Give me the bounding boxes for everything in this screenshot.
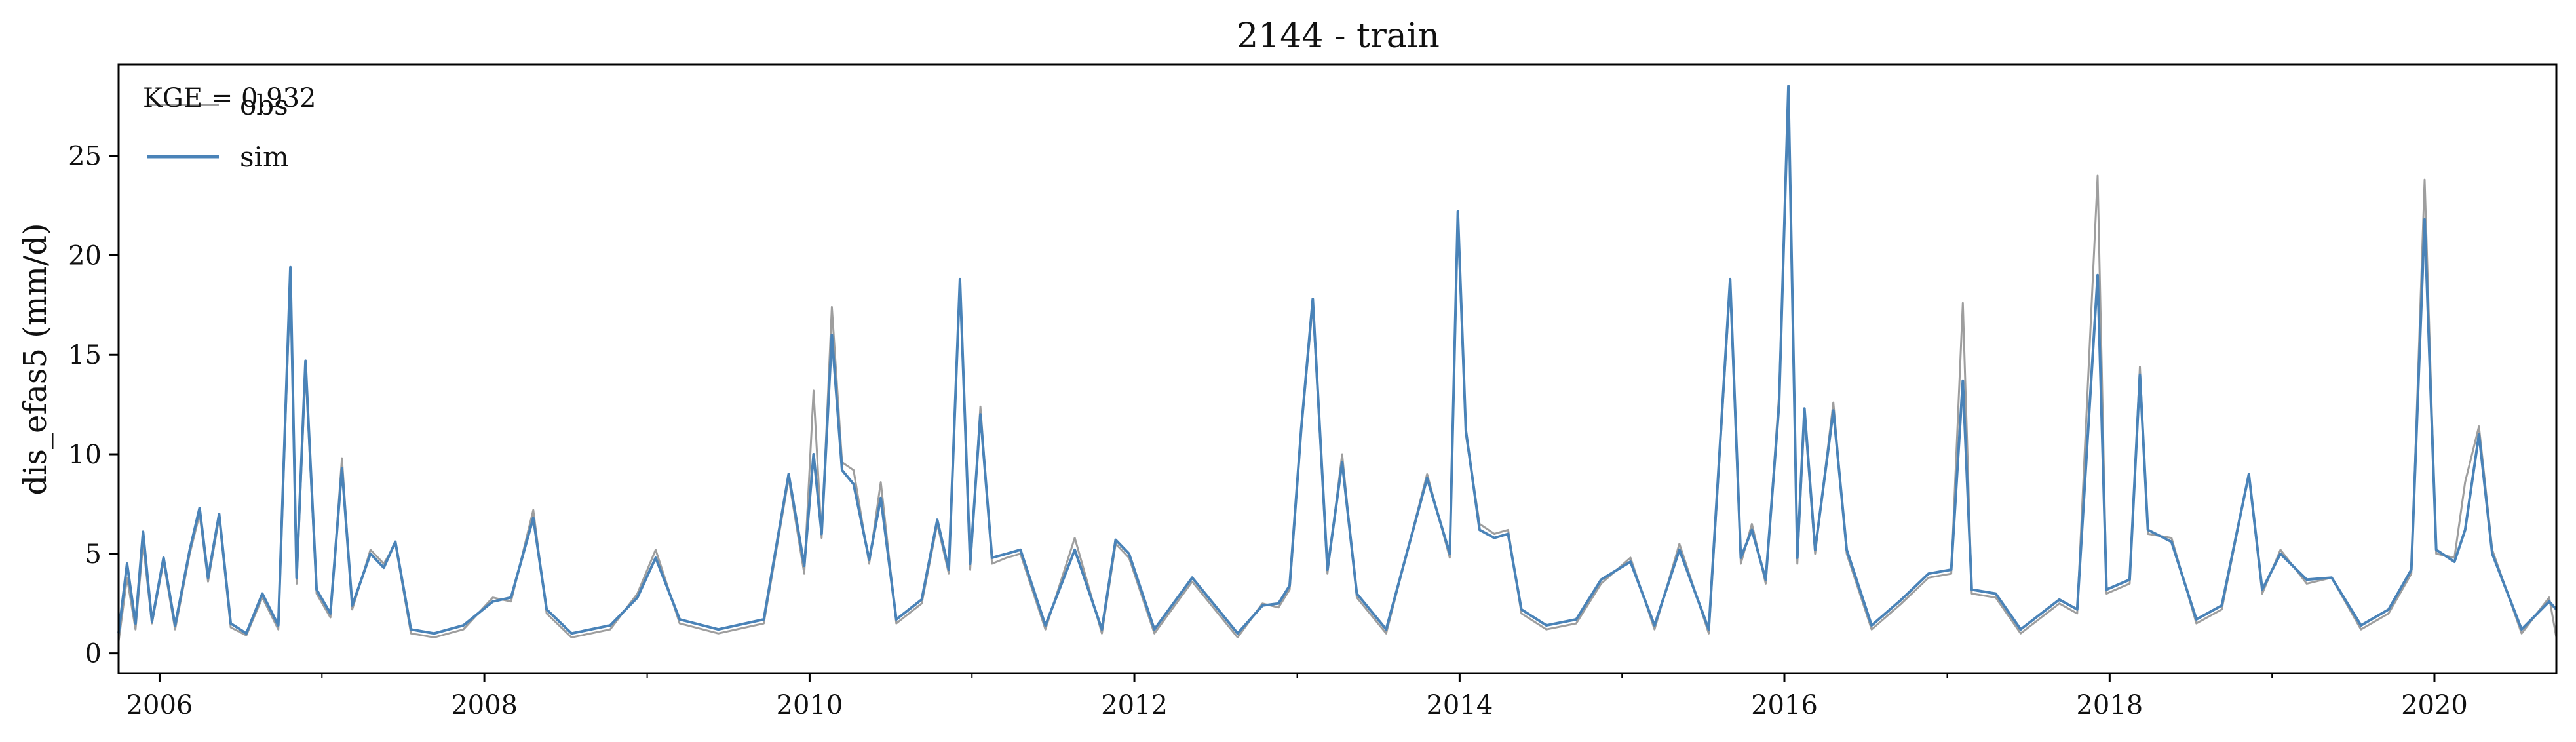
y-tick-label: 20	[68, 241, 102, 271]
y-tick-label: 5	[85, 539, 102, 570]
y-tick-label: 10	[68, 440, 102, 470]
kge-annotation: KGE = 0.932	[143, 83, 317, 113]
x-tick-label: 2010	[777, 690, 843, 720]
x-tick-label: 2008	[451, 690, 518, 720]
series-sim-line	[117, 85, 2558, 635]
plot-frame	[117, 63, 2558, 674]
y-tick-label: 25	[68, 142, 102, 172]
x-tick-label: 2012	[1101, 690, 1168, 720]
x-tick-label: 2014	[1426, 690, 1493, 720]
x-axis: 2006 2008 2010 2012 2014 2016 2018 2020	[126, 673, 2468, 720]
y-tick-label: 15	[68, 340, 102, 370]
x-tick-label: 2016	[1751, 690, 1818, 720]
y-tick-label: 0	[85, 639, 102, 669]
y-axis: 0 5 10 15 20 25	[68, 142, 119, 669]
x-tick-label: 2006	[126, 690, 193, 720]
legend: obs sim	[147, 89, 289, 173]
chart-title: 2144 - train	[1237, 16, 1440, 56]
x-tick-label: 2020	[2401, 690, 2468, 720]
legend-obs-label: obs	[240, 89, 288, 121]
legend-sim-label: sim	[240, 141, 289, 173]
x-tick-label: 2018	[2076, 690, 2143, 720]
plot-area	[117, 85, 2558, 642]
y-axis-title: dis_efas5 (mm/d)	[17, 223, 54, 495]
series-obs-line	[117, 95, 2558, 642]
